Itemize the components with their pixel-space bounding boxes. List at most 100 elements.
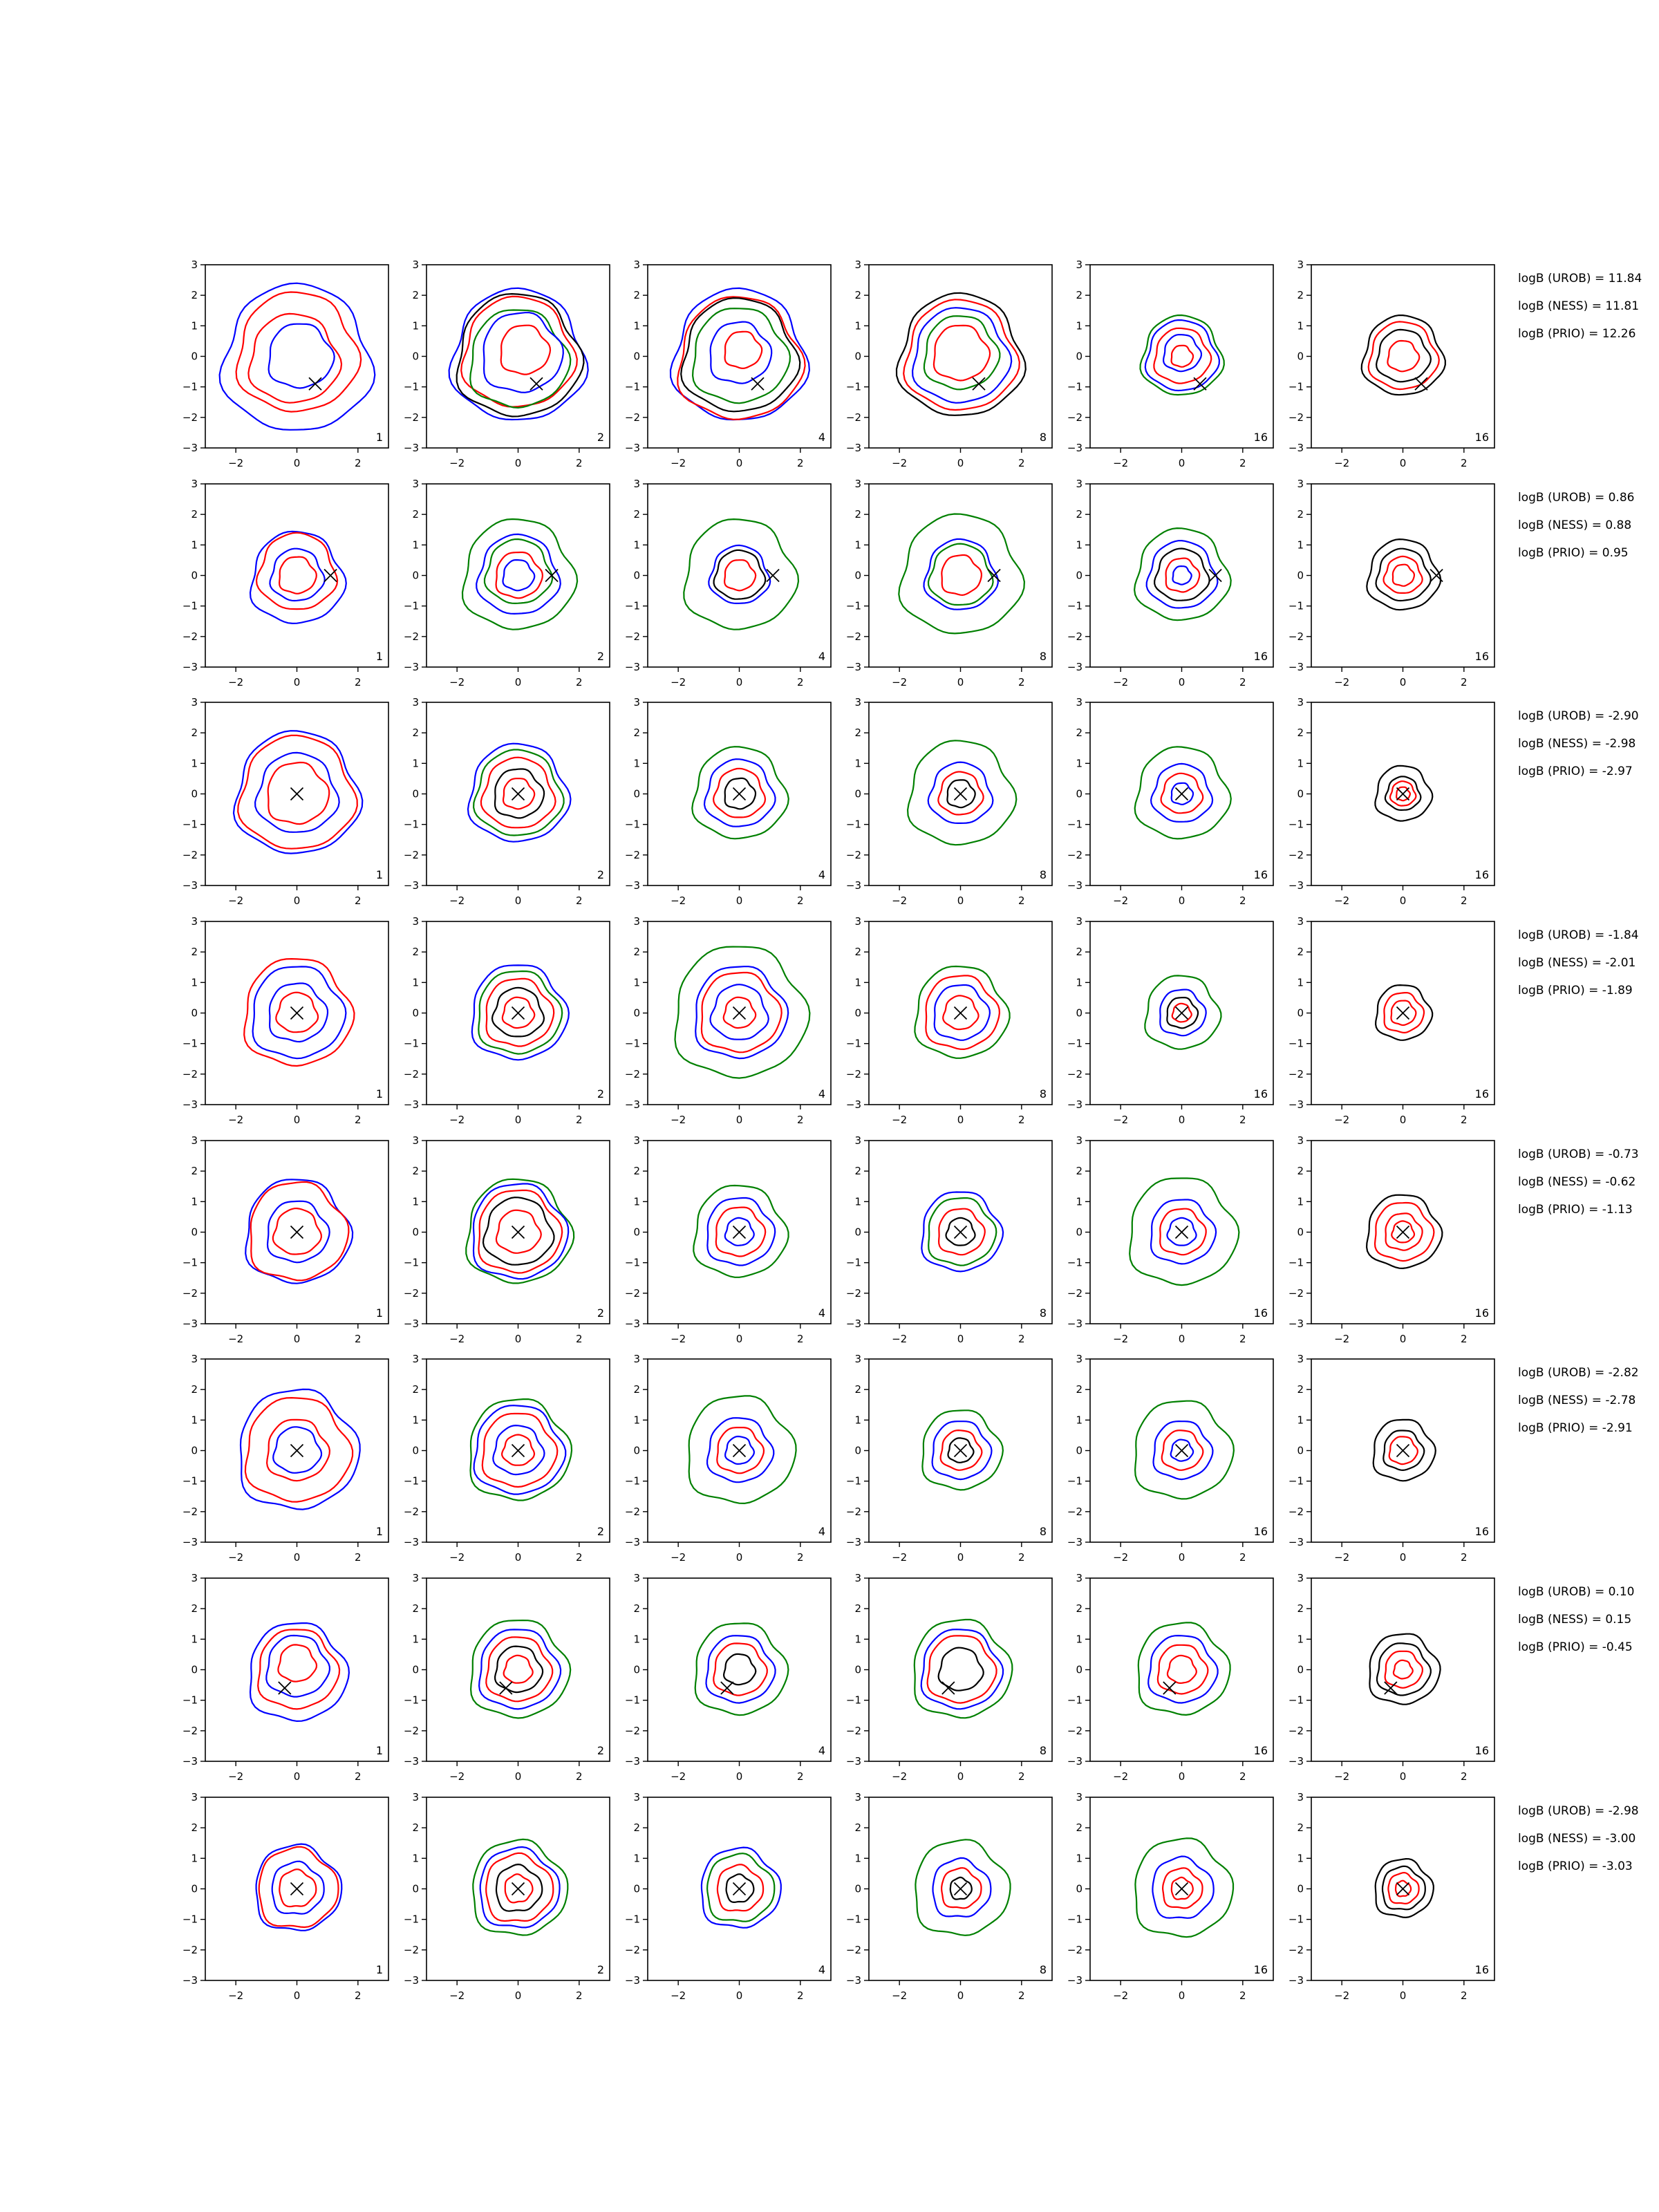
x-tick-label: 2	[576, 1114, 583, 1126]
contour-line-green	[906, 740, 1018, 846]
y-tick-label: −1	[846, 1694, 861, 1707]
contour-line-blue	[252, 966, 347, 1060]
contour-line-black	[495, 1863, 543, 1912]
y-tick-label: 2	[1297, 1165, 1304, 1177]
contour-group	[1374, 1857, 1434, 1919]
x-tick-label: −2	[228, 1114, 243, 1126]
y-tick-label: 3	[633, 1791, 640, 1803]
y-tick-label: 0	[633, 788, 640, 800]
y-tick-label: −3	[625, 661, 640, 673]
true-value-marker	[1384, 1681, 1398, 1695]
contour-line-blue	[245, 1179, 354, 1284]
true-value-marker	[1396, 1443, 1410, 1458]
logb-annotation: logB (UROB) = -2.98	[1518, 1804, 1639, 1818]
logb-annotation: logB (UROB) = -2.90	[1518, 709, 1639, 723]
y-tick-label: −2	[625, 630, 640, 643]
panel-r1-c4: −2 0 2 3 2 1 0 −1 −2 −3 8	[846, 259, 1053, 469]
contour-line-red	[1156, 1644, 1209, 1695]
x-tick-label: −2	[892, 457, 907, 469]
y-tick-label: 2	[412, 508, 419, 521]
y-tick-label: 0	[191, 1445, 198, 1457]
contour-line-blue	[709, 984, 769, 1040]
y-tick-label: 3	[854, 259, 861, 271]
y-tick-label: 2	[854, 289, 861, 301]
contour-group	[898, 513, 1026, 635]
y-tick-label: −2	[1288, 1068, 1304, 1080]
x-tick-label: 2	[1239, 1333, 1246, 1345]
panel-r7-c3: −2 0 2 3 2 1 0 −1 −2 −3 4	[625, 1572, 832, 1783]
contour-line-green	[706, 1853, 776, 1922]
logb-annotation: logB (UROB) = -0.73	[1518, 1147, 1639, 1161]
y-tick-label: 2	[1076, 1165, 1082, 1177]
y-tick-label: 3	[191, 696, 198, 709]
y-tick-label: 1	[412, 1195, 419, 1208]
y-tick-label: 0	[854, 350, 861, 363]
panel-r5-c1: −2 0 2 3 2 1 0 −1 −2 −3 1	[182, 1134, 389, 1345]
y-tick-label: 1	[1297, 538, 1304, 551]
contour-line-blue	[218, 282, 376, 431]
x-tick-label: 2	[1018, 1551, 1025, 1564]
true-value-marker	[511, 1225, 525, 1239]
x-tick-label: 2	[355, 457, 362, 469]
panel-r1-c3: −2 0 2 3 2 1 0 −1 −2 −3 4	[625, 259, 832, 469]
contour-line-blue	[448, 287, 589, 421]
y-tick-label: 1	[191, 1414, 198, 1426]
contour-line-red	[937, 771, 984, 816]
contour-line-red	[942, 995, 980, 1031]
y-tick-label: 3	[1076, 1791, 1082, 1803]
contour-line-red	[485, 1636, 554, 1703]
y-tick-label: 3	[412, 696, 419, 709]
panel-r8-c5: −2 0 2 3 2 1 0 −1 −2 −3 16	[1067, 1791, 1274, 2002]
y-tick-label: −3	[1067, 661, 1082, 673]
contour-line-red	[460, 295, 578, 408]
y-tick-label: 0	[854, 570, 861, 582]
panel-label: 2	[597, 431, 604, 444]
x-tick-label: 2	[1018, 1770, 1025, 1783]
y-tick-label: 1	[1076, 1852, 1082, 1864]
y-tick-label: 3	[633, 478, 640, 490]
y-tick-label: 1	[633, 976, 640, 988]
y-tick-label: −2	[182, 1506, 198, 1518]
contour-line-black	[949, 1876, 973, 1900]
panel-r7-c6: −2 0 2 3 2 1 0 −1 −2 −3 16	[1288, 1572, 1495, 1783]
contour-line-blue	[709, 321, 773, 384]
x-tick-label: 0	[515, 894, 522, 907]
y-tick-label: −3	[182, 442, 198, 454]
y-tick-label: 1	[633, 319, 640, 332]
y-tick-label: −1	[404, 1038, 419, 1050]
contour-line-green	[1134, 1400, 1235, 1500]
contour-line-blue	[272, 1426, 323, 1474]
contour-line-red	[481, 1412, 559, 1488]
contour-line-green	[472, 1838, 569, 1936]
y-tick-label: 2	[1076, 508, 1082, 521]
x-tick-label: 0	[1400, 1989, 1407, 2002]
contour-line-red	[677, 296, 806, 420]
true-value-marker	[511, 1882, 525, 1896]
y-tick-label: 3	[1076, 1134, 1082, 1147]
y-tick-label: −3	[846, 1755, 861, 1768]
x-tick-label: 0	[736, 676, 743, 688]
contour-group	[921, 1409, 1004, 1491]
contour-line-green	[915, 1839, 1011, 1936]
panel-r3-c3: −2 0 2 3 2 1 0 −1 −2 −3 4	[625, 696, 832, 907]
x-tick-label: −2	[228, 1551, 243, 1564]
x-tick-label: 0	[736, 894, 743, 907]
contour-line-black	[725, 1873, 755, 1904]
y-tick-label: −1	[625, 1694, 640, 1707]
x-tick-label: 0	[294, 1770, 301, 1783]
y-tick-label: −2	[1067, 1725, 1082, 1737]
logb-annotation: logB (UROB) = 11.84	[1518, 272, 1642, 285]
contour-line-blue	[921, 1191, 1004, 1273]
y-tick-label: 1	[1076, 976, 1082, 988]
contour-line-blue	[669, 287, 811, 421]
y-tick-label: 1	[191, 1195, 198, 1208]
contour-line-blue	[1152, 1855, 1215, 1919]
x-tick-label: −2	[228, 894, 243, 907]
true-value-marker	[290, 787, 304, 801]
y-tick-label: −1	[404, 600, 419, 612]
y-tick-label: −1	[625, 381, 640, 393]
x-tick-label: −2	[1334, 676, 1349, 688]
y-tick-label: 3	[412, 259, 419, 271]
contour-line-blue	[1159, 988, 1207, 1037]
x-tick-label: 0	[515, 457, 522, 469]
